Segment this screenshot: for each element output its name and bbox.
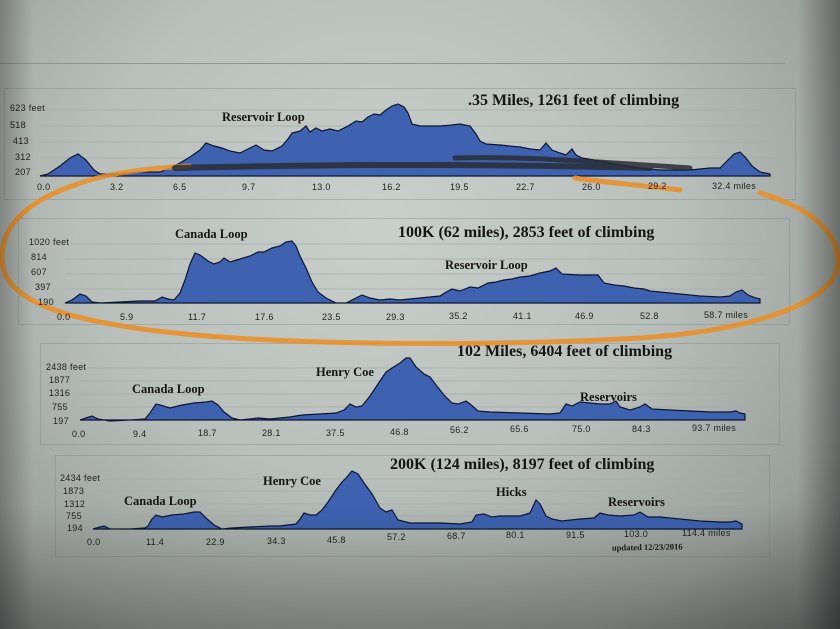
x-tick: 0.0 <box>57 312 71 322</box>
x-tick: 22.9 <box>206 537 225 547</box>
elevation-area-100k <box>64 240 761 304</box>
x-tick: 13.0 <box>312 182 331 192</box>
y-tick: 1312 <box>64 499 86 509</box>
x-tick: 58.7 miles <box>704 310 749 320</box>
y-tick: 518 <box>10 120 26 130</box>
y-tick: 2438 feet <box>46 362 87 372</box>
x-tick: 34.3 <box>267 536 286 546</box>
x-tick: 46.8 <box>390 427 409 437</box>
chart-panel-100k <box>18 218 790 325</box>
elevation-area-102-miles <box>79 357 746 422</box>
x-tick: 28.1 <box>262 428 281 438</box>
x-tick: 32.4 miles <box>712 181 757 191</box>
x-tick: 93.7 miles <box>692 423 737 433</box>
x-tick: 41.1 <box>513 311 532 321</box>
x-tick: 103.0 <box>624 529 649 539</box>
y-tick: 1020 feet <box>29 237 70 247</box>
x-tick: 45.8 <box>327 535 346 545</box>
chart-panel-200k <box>55 455 770 557</box>
chart-title-200k: 200K (124 miles), 8197 feet of climbing <box>390 456 655 473</box>
segment-label-reservoirs: Reservoirs <box>608 495 665 509</box>
y-tick: 312 <box>15 152 31 162</box>
x-tick: 16.2 <box>382 182 401 192</box>
chart-title-35-miles: .35 Miles, 1261 feet of climbing <box>468 92 680 109</box>
x-tick: 18.7 <box>198 428 217 438</box>
y-tick: 607 <box>31 267 47 277</box>
y-tick: 1873 <box>63 486 85 496</box>
highlight-ring <box>0 175 840 347</box>
x-tick: 75.0 <box>572 424 591 434</box>
y-tick: 194 <box>67 523 83 533</box>
y-tick: 397 <box>35 282 51 292</box>
segment-label-canada-loop: Canada Loop <box>175 227 248 241</box>
segment-label-reservoirs: Reservoirs <box>580 390 637 404</box>
x-tick: 35.2 <box>449 311 468 321</box>
x-tick: 11.4 <box>146 537 165 547</box>
x-tick: 22.7 <box>516 182 535 192</box>
y-tick: 623 feet <box>10 103 45 113</box>
x-tick: 9.4 <box>133 429 147 439</box>
x-tick: 80.1 <box>506 530 525 540</box>
x-tick: 0.0 <box>72 429 86 439</box>
marker-streaks <box>172 155 693 171</box>
segment-label-reservoir-loop: Reservoir Loop <box>445 258 528 272</box>
y-tick: 2434 feet <box>60 473 101 483</box>
y-tick: 1877 <box>49 375 71 385</box>
x-tick: 29.3 <box>386 312 405 322</box>
x-tick: 56.2 <box>450 425 469 435</box>
x-tick: 19.5 <box>450 182 469 192</box>
page-divider <box>0 63 785 64</box>
x-tick: 65.6 <box>510 424 529 434</box>
x-tick: 5.9 <box>120 312 134 322</box>
x-tick: 0.0 <box>37 182 51 192</box>
segment-label-henry-coe: Henry Coe <box>316 365 374 379</box>
x-tick: 68.7 <box>447 531 466 541</box>
y-tick: 755 <box>66 511 82 521</box>
chart-title-102-miles: 102 Miles, 6404 feet of climbing <box>457 343 673 360</box>
y-tick: 190 <box>38 297 54 307</box>
x-tick: 3.2 <box>110 182 124 192</box>
x-tick: 84.3 <box>632 424 651 434</box>
x-tick: 0.0 <box>87 537 101 547</box>
updated-date: updated 12/23/2016 <box>611 541 683 553</box>
chart-panel-35-miles <box>4 88 796 200</box>
y-tick: 814 <box>31 252 47 262</box>
segment-label-canada-loop: Canada Loop <box>132 382 205 396</box>
y-tick: 413 <box>13 136 29 146</box>
x-tick: 9.7 <box>242 182 256 192</box>
elevation-area-200k <box>92 470 743 530</box>
x-tick: 11.7 <box>188 312 207 322</box>
x-tick: 46.9 <box>575 311 594 321</box>
x-tick: 114.4 miles <box>682 528 731 538</box>
x-tick: 57.2 <box>387 532 406 542</box>
x-tick: 91.5 <box>566 530 585 540</box>
segment-label-hicks: Hicks <box>496 485 527 499</box>
x-tick: 6.5 <box>173 182 187 192</box>
x-tick: 37.5 <box>326 428 345 438</box>
y-tick: 207 <box>15 167 31 177</box>
x-tick: 17.6 <box>255 312 274 322</box>
segment-label-henry-coe: Henry Coe <box>263 474 321 488</box>
x-tick: 26.0 <box>582 182 601 192</box>
y-tick: 755 <box>52 402 68 412</box>
x-tick: 52.8 <box>640 311 659 321</box>
y-tick: 1316 <box>49 388 71 398</box>
x-tick: 29.2 <box>648 181 667 191</box>
segment-label-reservoir-loop: Reservoir Loop <box>222 110 305 124</box>
segment-label-canada-loop: Canada Loop <box>124 494 197 508</box>
chart-title-100k: 100K (62 miles), 2853 feet of climbing <box>398 224 655 241</box>
y-tick: 197 <box>53 416 69 426</box>
x-tick: 23.5 <box>322 312 341 322</box>
